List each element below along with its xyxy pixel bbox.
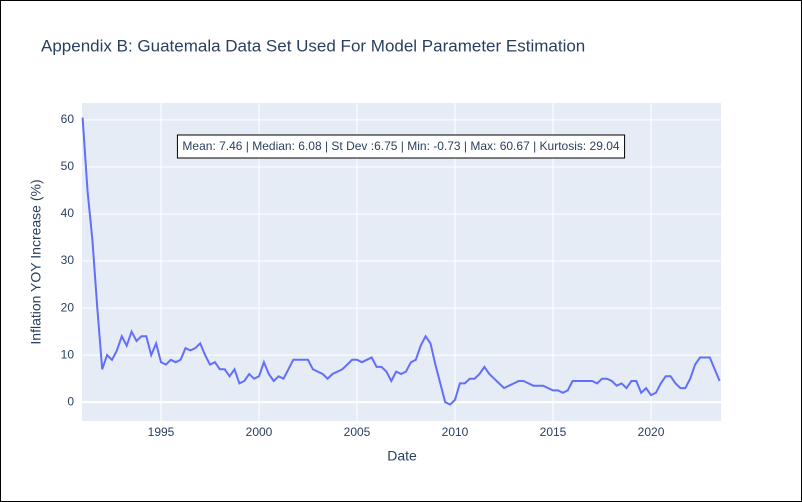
x-tick-label: 2010 xyxy=(442,425,469,439)
x-axis-label: Date xyxy=(387,448,417,464)
chart-title: Appendix B: Guatemala Data Set Used For … xyxy=(41,36,585,55)
x-tick-label: 2005 xyxy=(344,425,371,439)
annotation-box xyxy=(176,134,626,159)
x-tick-label: 2020 xyxy=(638,425,665,439)
y-tick-label: 50 xyxy=(61,159,75,173)
y-tick-label: 30 xyxy=(61,253,75,267)
y-tick-label: 60 xyxy=(61,112,75,126)
x-tick-label: 2000 xyxy=(246,425,273,439)
x-tick-label: 2015 xyxy=(540,425,567,439)
y-tick-label: 10 xyxy=(61,347,75,361)
y-tick-label: 20 xyxy=(61,300,75,314)
y-axis-label: Inflation YOY Increase (%) xyxy=(28,179,44,344)
y-tick-label: 40 xyxy=(61,206,75,220)
annotation: Mean: 7.46 | Median: 6.08 | St Dev :6.75… xyxy=(182,139,619,153)
y-tick-label: 0 xyxy=(67,394,74,408)
line xyxy=(81,117,721,406)
x-tick-label: 1995 xyxy=(148,425,175,439)
